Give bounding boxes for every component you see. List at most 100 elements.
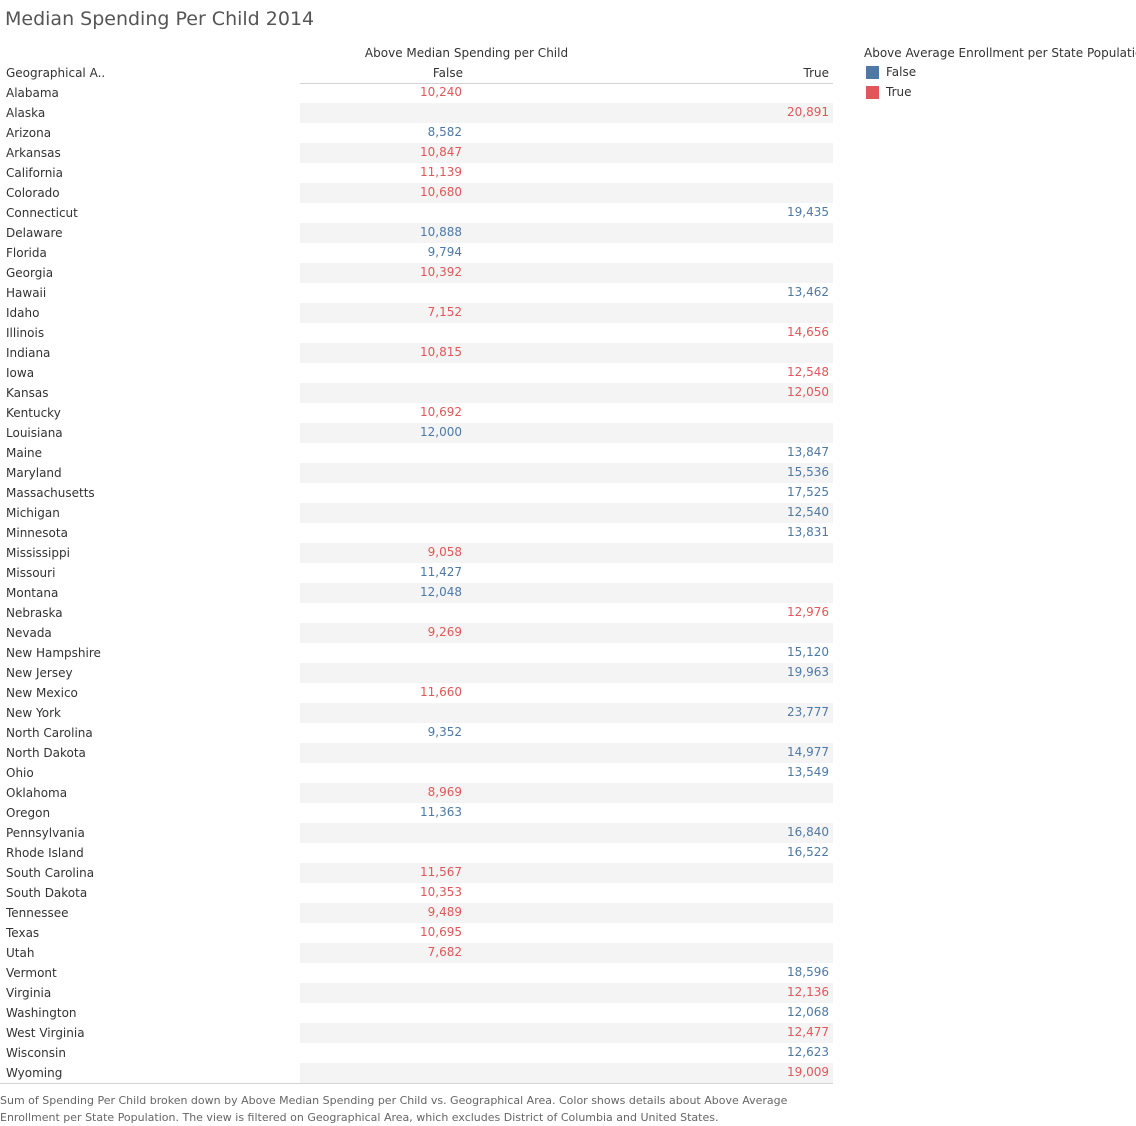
state-label[interactable]: Pennsylvania xyxy=(6,826,85,840)
state-label[interactable]: Washington xyxy=(6,1006,77,1020)
state-label[interactable]: New York xyxy=(6,706,61,720)
value-cell[interactable]: 19,963 xyxy=(787,665,829,679)
state-label[interactable]: Oklahoma xyxy=(6,786,68,800)
value-cell[interactable]: 12,976 xyxy=(787,605,829,619)
value-cell[interactable]: 13,462 xyxy=(787,285,829,299)
state-label[interactable]: Tennessee xyxy=(6,906,69,920)
value-cell[interactable]: 12,548 xyxy=(787,365,829,379)
state-label[interactable]: Colorado xyxy=(6,186,60,200)
state-label[interactable]: Vermont xyxy=(6,966,57,980)
value-cell[interactable]: 13,549 xyxy=(787,765,829,779)
value-cell[interactable]: 12,068 xyxy=(787,1005,829,1019)
state-label[interactable]: California xyxy=(6,166,63,180)
value-cell[interactable]: 9,058 xyxy=(427,545,462,559)
state-label[interactable]: Massachusetts xyxy=(6,486,95,500)
state-label[interactable]: Minnesota xyxy=(6,526,68,540)
state-label[interactable]: Utah xyxy=(6,946,35,960)
value-cell[interactable]: 15,120 xyxy=(787,645,829,659)
value-cell[interactable]: 10,392 xyxy=(420,265,462,279)
value-cell[interactable]: 9,269 xyxy=(427,625,462,639)
legend-item-true[interactable]: True xyxy=(864,84,1136,100)
value-cell[interactable]: 8,582 xyxy=(427,125,462,139)
state-label[interactable]: Illinois xyxy=(6,326,45,340)
state-label[interactable]: Kansas xyxy=(6,386,49,400)
state-label[interactable]: Wisconsin xyxy=(6,1046,66,1060)
state-label[interactable]: Michigan xyxy=(6,506,60,520)
value-cell[interactable]: 19,435 xyxy=(787,205,829,219)
state-label[interactable]: North Dakota xyxy=(6,746,86,760)
value-cell[interactable]: 20,891 xyxy=(787,105,829,119)
state-label[interactable]: Ohio xyxy=(6,766,34,780)
state-label[interactable]: South Carolina xyxy=(6,866,95,880)
value-cell[interactable]: 10,888 xyxy=(420,225,462,239)
state-label[interactable]: Maine xyxy=(6,446,43,460)
value-cell[interactable]: 16,522 xyxy=(787,845,829,859)
value-cell[interactable]: 15,536 xyxy=(787,465,829,479)
state-label[interactable]: Texas xyxy=(6,926,40,940)
state-label[interactable]: Wyoming xyxy=(6,1066,63,1080)
state-label[interactable]: Oregon xyxy=(6,806,51,820)
state-label[interactable]: Mississippi xyxy=(6,546,70,560)
state-label[interactable]: Iowa xyxy=(6,366,35,380)
value-cell[interactable]: 9,794 xyxy=(427,245,462,259)
state-label[interactable]: Missouri xyxy=(6,566,56,580)
value-cell[interactable]: 12,477 xyxy=(787,1025,829,1039)
value-cell[interactable]: 10,815 xyxy=(420,345,462,359)
value-cell[interactable]: 7,682 xyxy=(427,945,462,959)
value-cell[interactable]: 11,139 xyxy=(420,165,462,179)
value-cell[interactable]: 11,363 xyxy=(420,805,462,819)
value-cell[interactable]: 10,847 xyxy=(420,145,462,159)
value-cell[interactable]: 12,136 xyxy=(787,985,829,999)
value-cell[interactable]: 10,692 xyxy=(420,405,462,419)
state-label[interactable]: New Mexico xyxy=(6,686,78,700)
value-cell[interactable]: 8,969 xyxy=(427,785,462,799)
state-label[interactable]: Nebraska xyxy=(6,606,63,620)
value-cell[interactable]: 10,240 xyxy=(420,85,462,99)
value-cell[interactable]: 10,695 xyxy=(420,925,462,939)
legend-item-false[interactable]: False xyxy=(864,64,1136,80)
state-label[interactable]: West Virginia xyxy=(6,1026,85,1040)
value-cell[interactable]: 12,623 xyxy=(787,1045,829,1059)
state-label[interactable]: New Hampshire xyxy=(6,646,101,660)
state-label[interactable]: Louisiana xyxy=(6,426,63,440)
value-cell[interactable]: 13,847 xyxy=(787,445,829,459)
state-label[interactable]: South Dakota xyxy=(6,886,88,900)
state-label[interactable]: Montana xyxy=(6,586,59,600)
state-label[interactable]: Alabama xyxy=(6,86,59,100)
value-cell[interactable]: 12,048 xyxy=(420,585,462,599)
value-cell[interactable]: 18,596 xyxy=(787,965,829,979)
column-header-false[interactable]: False xyxy=(432,66,463,80)
value-cell[interactable]: 12,050 xyxy=(787,385,829,399)
value-cell[interactable]: 7,152 xyxy=(427,305,462,319)
value-cell[interactable]: 12,000 xyxy=(420,425,462,439)
value-cell[interactable]: 23,777 xyxy=(787,705,829,719)
state-label[interactable]: Georgia xyxy=(6,266,54,280)
state-label[interactable]: Kentucky xyxy=(6,406,61,420)
state-label[interactable]: Alaska xyxy=(6,106,46,120)
state-label[interactable]: Nevada xyxy=(6,626,52,640)
state-label[interactable]: New Jersey xyxy=(6,666,73,680)
value-cell[interactable]: 11,567 xyxy=(420,865,462,879)
value-cell[interactable]: 17,525 xyxy=(787,485,829,499)
state-label[interactable]: Arizona xyxy=(6,126,52,140)
state-label[interactable]: Arkansas xyxy=(6,146,61,160)
row-header-label[interactable]: Geographical A.. xyxy=(6,66,106,80)
value-cell[interactable]: 12,540 xyxy=(787,505,829,519)
state-label[interactable]: Maryland xyxy=(6,466,62,480)
state-label[interactable]: North Carolina xyxy=(6,726,93,740)
value-cell[interactable]: 9,352 xyxy=(427,725,462,739)
state-label[interactable]: Virginia xyxy=(6,986,52,1000)
state-label[interactable]: Connecticut xyxy=(6,206,78,220)
state-label[interactable]: Rhode Island xyxy=(6,846,84,860)
value-cell[interactable]: 19,009 xyxy=(787,1065,829,1079)
state-label[interactable]: Indiana xyxy=(6,346,51,360)
value-cell[interactable]: 9,489 xyxy=(427,905,462,919)
state-label[interactable]: Idaho xyxy=(6,306,40,320)
column-header-true[interactable]: True xyxy=(803,66,830,80)
value-cell[interactable]: 14,977 xyxy=(787,745,829,759)
value-cell[interactable]: 10,680 xyxy=(420,185,462,199)
value-cell[interactable]: 13,831 xyxy=(787,525,829,539)
value-cell[interactable]: 11,660 xyxy=(420,685,462,699)
state-label[interactable]: Delaware xyxy=(6,226,63,240)
value-cell[interactable]: 10,353 xyxy=(420,885,462,899)
